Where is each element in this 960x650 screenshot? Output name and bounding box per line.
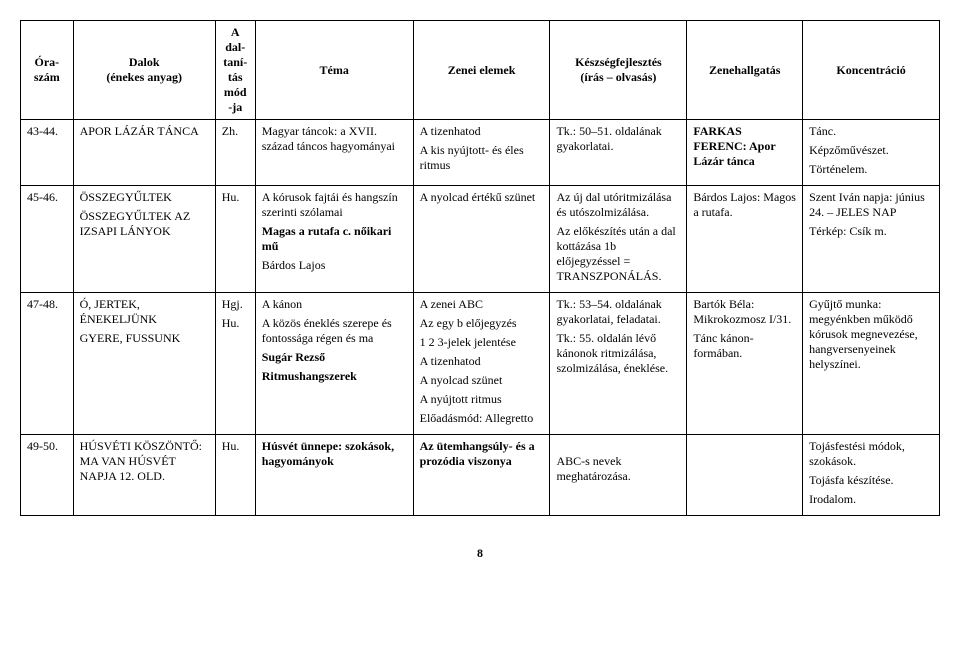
cell-bold: Magas a rutafa c. nőikari mű xyxy=(262,224,392,253)
cell-zenehallg: Bartók Béla: Mikrokozmosz I/31. Tánc kán… xyxy=(687,293,803,435)
cell-line: Hgj. xyxy=(222,297,249,312)
cell-zenei: A nyolcad értékű szünet xyxy=(413,186,550,293)
cell-line: Hu. xyxy=(222,316,249,331)
cell-line: Az egy b előjegyzés xyxy=(420,316,544,331)
cell-line: Irodalom. xyxy=(809,492,933,507)
cell-zenei: A tizenhatod A kis nyújtott- és éles rit… xyxy=(413,120,550,186)
cell-bold: Húsvét ünnepe: szokások, hagyományok xyxy=(262,439,394,468)
th-oraszam: Óra-szám xyxy=(21,21,74,120)
cell-line: A nyújtott ritmus xyxy=(420,392,544,407)
cell-line: A nyolcad szünet xyxy=(420,373,544,388)
cell-tema: A kánon A közös éneklés szerepe és fonto… xyxy=(255,293,413,435)
cell-line: A közös éneklés szerepe és fontossága ré… xyxy=(262,316,407,346)
cell-zenehallg: FARKAS FERENC: Apor Lázár tánca xyxy=(687,120,803,186)
cell-line: Bartók Béla: Mikrokozmosz I/31. xyxy=(693,297,796,327)
cell-konc: Gyűjtő munka: megyénkben működő kórusok … xyxy=(803,293,940,435)
cell-line: A kis nyújtott- és éles ritmus xyxy=(420,143,544,173)
cell-line: HÚSVÉTI KÖSZÖNTŐ: MA VAN HÚSVÉT NAPJA 12… xyxy=(80,439,209,484)
cell-dalok: APOR LÁZÁR TÁNCA xyxy=(73,120,215,186)
cell-konc: Tojásfestési módok, szokások. Tojásfa ké… xyxy=(803,435,940,516)
th-zenehallg: Zenehallgatás xyxy=(687,21,803,120)
table-row: 47-48. Ó, JERTEK, ÉNEKELJÜNK GYERE, FUSS… xyxy=(21,293,940,435)
cell-keszseg: Tk.: 53–54. oldalának gyakorlatai, felad… xyxy=(550,293,687,435)
cell-keszseg: Tk.: 50–51. oldalának gyakorlatai. xyxy=(550,120,687,186)
cell-line: A kórusok fajtái és hangszín szerinti sz… xyxy=(262,190,407,220)
cell-line: Bárdos Lajos xyxy=(262,258,407,273)
th-tema: Téma xyxy=(255,21,413,120)
cell-line: ÖSSZEGYŰLTEK AZ IZSAPI LÁNYOK xyxy=(80,209,209,239)
cell-line: GYERE, FUSSUNK xyxy=(80,331,209,346)
cell-keszseg: ABC-s nevek meghatározása. xyxy=(550,435,687,516)
cell-tema: Magyar táncok: a XVII. század táncos hag… xyxy=(255,120,413,186)
cell-line: Előadásmód: Allegretto xyxy=(420,411,544,426)
cell-oraszam: 49-50. xyxy=(21,435,74,516)
cell-line: Képzőművészet. xyxy=(809,143,933,158)
cell-line: A tizenhatod xyxy=(420,354,544,369)
cell-zenehallg xyxy=(687,435,803,516)
cell-line: Gyűjtő munka: megyénkben működő kórusok … xyxy=(809,297,933,372)
table-row: 43-44. APOR LÁZÁR TÁNCA Zh. Magyar tánco… xyxy=(21,120,940,186)
cell-line: Tojásfa készítése. xyxy=(809,473,933,488)
table-header-row: Óra-szám Dalok(énekes anyag) Adal-taní-t… xyxy=(21,21,940,120)
cell-line: FARKAS FERENC: Apor Lázár tánca xyxy=(693,124,775,168)
cell-dalok: HÚSVÉTI KÖSZÖNTŐ: MA VAN HÚSVÉT NAPJA 12… xyxy=(73,435,215,516)
cell-line: Szent Iván napja: június 24. – JELES NAP xyxy=(809,190,933,220)
cell-line: Tk.: 53–54. oldalának gyakorlatai, felad… xyxy=(556,297,680,327)
cell-line: Bárdos Lajos: Magos a rutafa. xyxy=(693,190,796,220)
cell-zenei: A zenei ABC Az egy b előjegyzés 1 2 3-je… xyxy=(413,293,550,435)
cell-line: A zenei ABC xyxy=(420,297,544,312)
lesson-table: Óra-szám Dalok(énekes anyag) Adal-taní-t… xyxy=(20,20,940,516)
cell-konc: Tánc. Képzőművészet. Történelem. xyxy=(803,120,940,186)
cell-bold: Sugár Rezső xyxy=(262,350,325,364)
cell-keszseg: Az új dal utóritmizálása és utószolmizál… xyxy=(550,186,687,293)
th-keszseg: Készségfejlesztés(írás – olvasás) xyxy=(550,21,687,120)
cell-line: 1 2 3-jelek jelentése xyxy=(420,335,544,350)
cell-line: Tánc. xyxy=(809,124,933,139)
cell-bold: Az ütemhangsúly- és a prozódia viszonya xyxy=(420,439,535,468)
cell-oraszam: 45-46. xyxy=(21,186,74,293)
th-konc: Koncentráció xyxy=(803,21,940,120)
table-row: 45-46. ÖSSZEGYŰLTEK ÖSSZEGYŰLTEK AZ IZSA… xyxy=(21,186,940,293)
cell-bold: Ritmushangszerek xyxy=(262,369,357,383)
cell-line: Ó, JERTEK, ÉNEKELJÜNK xyxy=(80,297,209,327)
cell-dalok: ÖSSZEGYŰLTEK ÖSSZEGYŰLTEK AZ IZSAPI LÁNY… xyxy=(73,186,215,293)
cell-line: A kánon xyxy=(262,297,407,312)
cell-mod: Hu. xyxy=(215,186,255,293)
cell-mod: Zh. xyxy=(215,120,255,186)
th-dalok: Dalok(énekes anyag) xyxy=(73,21,215,120)
table-row: 49-50. HÚSVÉTI KÖSZÖNTŐ: MA VAN HÚSVÉT N… xyxy=(21,435,940,516)
cell-oraszam: 47-48. xyxy=(21,293,74,435)
cell-line: Ritmushangszerek xyxy=(262,369,407,384)
cell-tema: Húsvét ünnepe: szokások, hagyományok xyxy=(255,435,413,516)
cell-line: Az új dal utóritmizálása és utószolmizál… xyxy=(556,190,680,220)
cell-line: Sugár Rezső xyxy=(262,350,407,365)
cell-line: Tánc kánon-formában. xyxy=(693,331,796,361)
page-number: 8 xyxy=(20,546,940,561)
cell-zenei: Az ütemhangsúly- és a prozódia viszonya xyxy=(413,435,550,516)
cell-dalok: Ó, JERTEK, ÉNEKELJÜNK GYERE, FUSSUNK xyxy=(73,293,215,435)
cell-mod: Hgj. Hu. xyxy=(215,293,255,435)
cell-tema: A kórusok fajtái és hangszín szerinti sz… xyxy=(255,186,413,293)
cell-line: Történelem. xyxy=(809,162,933,177)
cell-mod: Hu. xyxy=(215,435,255,516)
cell-line: Térkép: Csík m. xyxy=(809,224,933,239)
cell-zenehallg: Bárdos Lajos: Magos a rutafa. xyxy=(687,186,803,293)
th-mod: Adal-taní-tásmód-ja xyxy=(215,21,255,120)
cell-line: Magas a rutafa c. nőikari mű xyxy=(262,224,407,254)
cell-oraszam: 43-44. xyxy=(21,120,74,186)
cell-line: ABC-s nevek meghatározása. xyxy=(556,454,630,483)
th-zenei: Zenei elemek xyxy=(413,21,550,120)
cell-line: Tk.: 55. oldalán lévő kánonok ritmizálás… xyxy=(556,331,680,376)
cell-line: Tojásfestési módok, szokások. xyxy=(809,439,933,469)
cell-konc: Szent Iván napja: június 24. – JELES NAP… xyxy=(803,186,940,293)
cell-line: ÖSSZEGYŰLTEK xyxy=(80,190,209,205)
cell-line: A tizenhatod xyxy=(420,124,544,139)
cell-line: Az előkészítés után a dal kottázása 1b e… xyxy=(556,224,680,284)
